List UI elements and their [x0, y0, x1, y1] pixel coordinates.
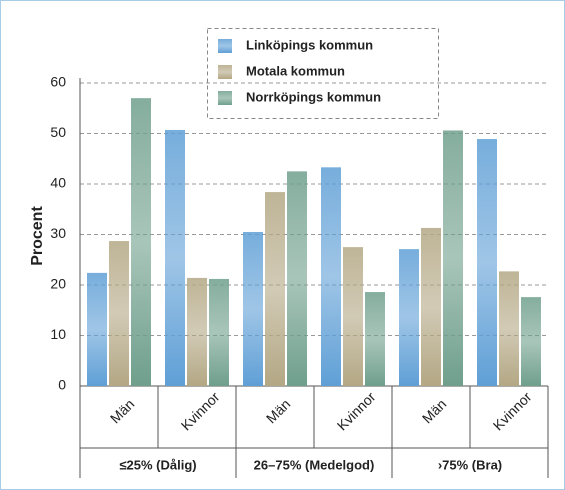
bar	[109, 241, 129, 386]
bar	[187, 277, 207, 386]
bar	[521, 297, 541, 386]
y-tick-label: 0	[58, 377, 66, 393]
legend-box	[207, 28, 439, 119]
bar	[243, 231, 263, 386]
x-tick-label: Män	[419, 396, 450, 427]
bar	[265, 192, 285, 386]
bar	[87, 272, 107, 386]
x-tick-label: Kvinnor	[334, 388, 379, 433]
legend-label: Norrköpings kommun	[246, 89, 381, 104]
group-label: ›75% (Bra)	[438, 457, 502, 472]
x-tick-label: Män	[263, 396, 294, 427]
bar	[321, 167, 341, 386]
legend-swatch	[218, 39, 232, 53]
bar	[343, 247, 363, 386]
y-tick-label: 50	[50, 124, 66, 140]
y-tick-label: 40	[50, 175, 66, 191]
legend-swatch	[218, 91, 232, 105]
bar	[209, 278, 229, 386]
y-tick-label: 30	[50, 225, 66, 241]
y-tick-label: 60	[50, 74, 66, 90]
bar	[499, 271, 519, 386]
x-tick-label: Män	[107, 396, 138, 427]
x-tick-label: Kvinnor	[490, 388, 535, 433]
group-label: ≤25% (Dålig)	[119, 457, 196, 472]
legend-label: Linköpings kommun	[246, 37, 373, 52]
y-tick-label: 20	[50, 276, 66, 292]
bar	[365, 292, 385, 386]
x-tick-label: Kvinnor	[178, 388, 223, 433]
bar	[477, 139, 497, 386]
bar	[165, 129, 185, 386]
bar	[421, 227, 441, 386]
legend-label: Motala kommun	[246, 63, 345, 78]
y-tick-label: 10	[50, 326, 66, 342]
group-label: 26–75% (Medelgod)	[254, 457, 375, 472]
y-axis-label: Procent	[29, 206, 46, 266]
legend-swatch	[218, 65, 232, 79]
bar	[399, 249, 419, 386]
bar	[443, 130, 463, 386]
bar	[287, 171, 307, 386]
bar	[131, 98, 151, 387]
